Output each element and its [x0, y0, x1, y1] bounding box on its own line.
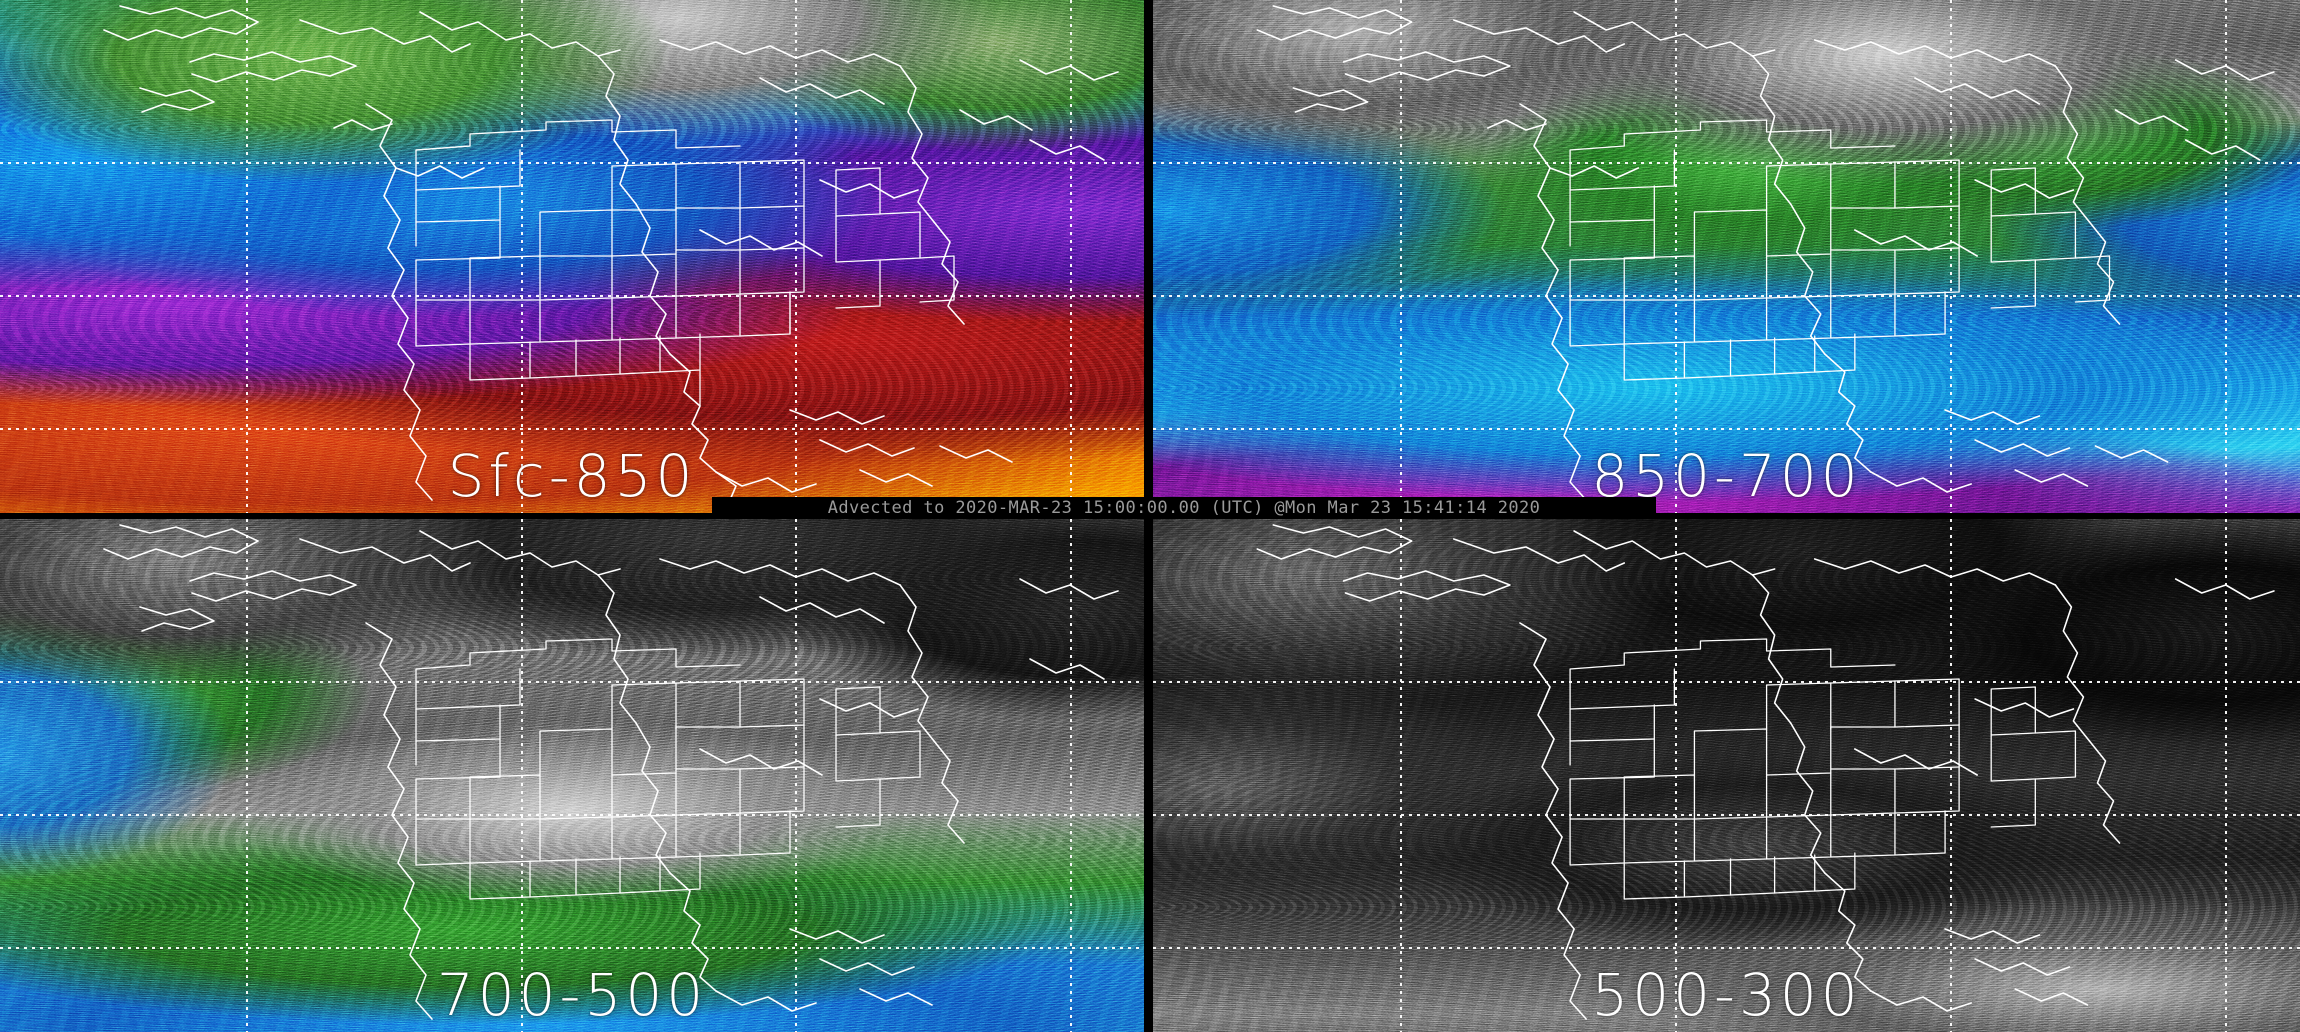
panel-850-700-imagery — [1153, 0, 2300, 513]
pixel-noise — [0, 519, 1144, 1032]
panel-700-500-imagery — [0, 519, 1144, 1032]
pixel-noise — [0, 0, 1144, 513]
panel-500-300[interactable]: 500-300 — [1153, 519, 2300, 1032]
panel-sfc-850[interactable]: Sfc-850 — [0, 0, 1144, 513]
panel-850-700[interactable]: 850-700 — [1153, 0, 2300, 513]
pixel-noise — [1153, 0, 2300, 513]
panel-sfc-850-imagery — [0, 0, 1144, 513]
panel-500-300-imagery — [1153, 519, 2300, 1032]
pixel-noise — [1153, 519, 2300, 1032]
timestamp-band: Advected to 2020-MAR-23 15:00:00.00 (UTC… — [712, 497, 1656, 519]
panel-700-500[interactable]: 700-500 — [0, 519, 1144, 1032]
